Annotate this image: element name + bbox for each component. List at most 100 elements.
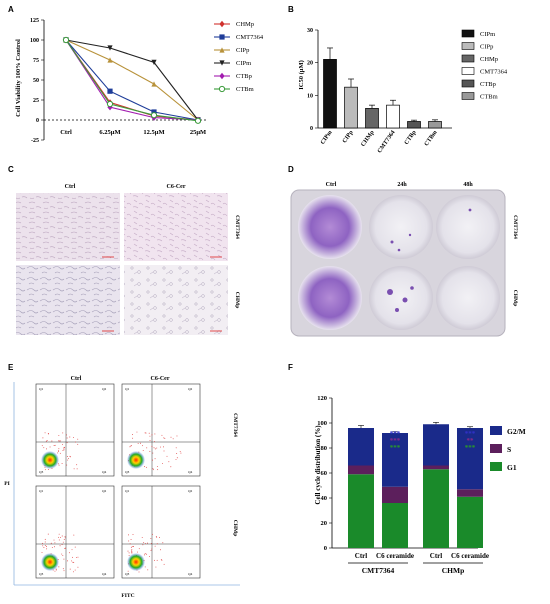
flow-event-dot: [54, 546, 55, 548]
flow-event-dot: [60, 440, 62, 442]
flow-event-dot: [61, 463, 63, 465]
panel-a-series-line: [65, 39, 199, 122]
panel-a-legend: CHMp CMT7364 CIPp CIPm CTBp CTBm: [214, 20, 264, 93]
flow-event-dot: [58, 533, 60, 535]
flow-event-dot: [154, 545, 156, 547]
flow-event-dot: [159, 537, 160, 539]
panel-a-data-point: [151, 109, 157, 115]
flow-event-dot: [163, 446, 164, 448]
flow-event-dot: [146, 542, 148, 544]
panel-b-y-tick-label: 0: [310, 126, 313, 132]
panel-f-bar-segment: [382, 503, 408, 548]
panel-a-legend-marker: [219, 60, 225, 66]
flow-event-dot: [73, 571, 74, 573]
flow-event-dot: [58, 448, 60, 450]
flow-event-dot: [67, 458, 69, 459]
flow-event-dot: [153, 447, 155, 449]
flow-event-dot: [58, 464, 60, 466]
panel-f-legend-swatch: [490, 426, 502, 435]
flow-event-dot: [59, 545, 61, 547]
flow-event-dot: [43, 447, 45, 449]
flow-event-dot: [140, 442, 141, 444]
flow-event-dot: [62, 568, 64, 570]
panel-b-bar: [428, 121, 442, 129]
panel-f-x-tick-label: C6 ceramide: [451, 552, 489, 560]
flow-event-dot: [63, 449, 65, 451]
panel-a-series-line: [65, 39, 199, 121]
flow-event-dot: [63, 448, 65, 450]
flow-event-dot: [131, 552, 132, 554]
panel-b-x-tick-label: CTBp: [404, 129, 418, 146]
flow-event-dot: [136, 431, 138, 433]
panel-b-x-tick-label: CHMp: [360, 129, 376, 148]
flow-event-dot: [170, 466, 172, 468]
panel-c-col-label-2: C6-Cer: [167, 184, 186, 190]
panel-b-bar: [407, 121, 421, 129]
flow-event-dot: [50, 542, 52, 544]
flow-event-dot: [47, 469, 49, 470]
flow-event-dot: [66, 434, 68, 436]
panel-b-bar: [344, 86, 358, 129]
panel-b-x-tick-label: CIPm: [320, 130, 334, 146]
flow-event-dot: [47, 432, 49, 434]
panel-f-bar-segment: [457, 496, 483, 548]
panel-f-y-tick-label: 60: [321, 470, 328, 477]
panel-b-legend-label: CMT7364: [480, 69, 508, 76]
flow-event-dot: [138, 571, 140, 573]
panel-f-bar-segment: [423, 424, 449, 466]
flow-quadrant-label: Q4: [188, 572, 193, 576]
flow-event-dot: [162, 463, 164, 464]
panel-f-ylabel: Cell cycle distribution (%): [314, 425, 322, 505]
panel-b-legend-label: CTBm: [480, 94, 498, 101]
flow-event-dot: [132, 534, 134, 535]
panel-a-legend-label: CTBp: [236, 73, 252, 80]
flow-event-dot: [43, 546, 45, 548]
flow-event-dot: [77, 443, 79, 445]
flow-event-dot: [133, 546, 134, 547]
flow-event-dot: [74, 569, 76, 571]
flow-event-dot: [46, 440, 48, 441]
flow-event-dot: [144, 553, 146, 555]
flow-event-dot: [41, 445, 43, 447]
flow-density-cluster: [41, 553, 59, 571]
flow-quadrant-label: Q4: [102, 572, 107, 576]
flow-quadrant-label: Q1: [39, 489, 44, 493]
panel-a-series-line: [65, 39, 199, 121]
flow-event-dot: [137, 443, 139, 445]
panel-f-group-label: CHMp: [442, 566, 465, 575]
flow-event-dot: [152, 469, 154, 471]
panel-f-y-tick-label: 120: [317, 395, 327, 402]
flow-event-dot: [77, 556, 79, 558]
panel-f-y-tick-label: 40: [321, 495, 328, 502]
flow-event-dot: [128, 554, 130, 556]
panel-a-data-point: [151, 81, 157, 87]
panel-a-series-line: [65, 39, 199, 121]
flow-event-dot: [149, 440, 151, 441]
well-24h-chmp: [369, 266, 433, 330]
flow-density-cluster: [127, 553, 145, 571]
panel-f-y-tick-label: 80: [321, 445, 328, 452]
flow-event-dot: [73, 437, 74, 438]
flow-event-dot: [144, 543, 146, 545]
flow-event-dot: [72, 556, 73, 558]
flow-event-dot: [64, 548, 66, 550]
flow-quadrant-label: Q4: [188, 470, 193, 474]
flow-event-dot: [127, 550, 129, 552]
flow-event-dot: [164, 437, 166, 439]
micrograph-c6cer-cmt7364: [124, 193, 228, 261]
panel-letter-e: E: [8, 363, 14, 372]
panel-a-data-point: [106, 100, 114, 108]
flow-event-dot: [130, 445, 132, 447]
flow-event-dot: [74, 546, 76, 548]
panel-b-legend-swatch: [461, 42, 475, 50]
flow-event-dot: [151, 445, 153, 447]
panel-b-y-tick-label: 20: [307, 61, 313, 67]
panel-f-bar-segment: [423, 465, 449, 470]
flow-event-dot: [144, 432, 146, 434]
flow-event-dot: [129, 446, 131, 448]
flow-event-dot: [64, 537, 66, 539]
flow-event-dot: [68, 552, 70, 554]
flow-event-dot: [75, 557, 77, 558]
flow-event-dot: [131, 546, 133, 547]
flow-quadrant-label: Q3: [39, 572, 44, 576]
